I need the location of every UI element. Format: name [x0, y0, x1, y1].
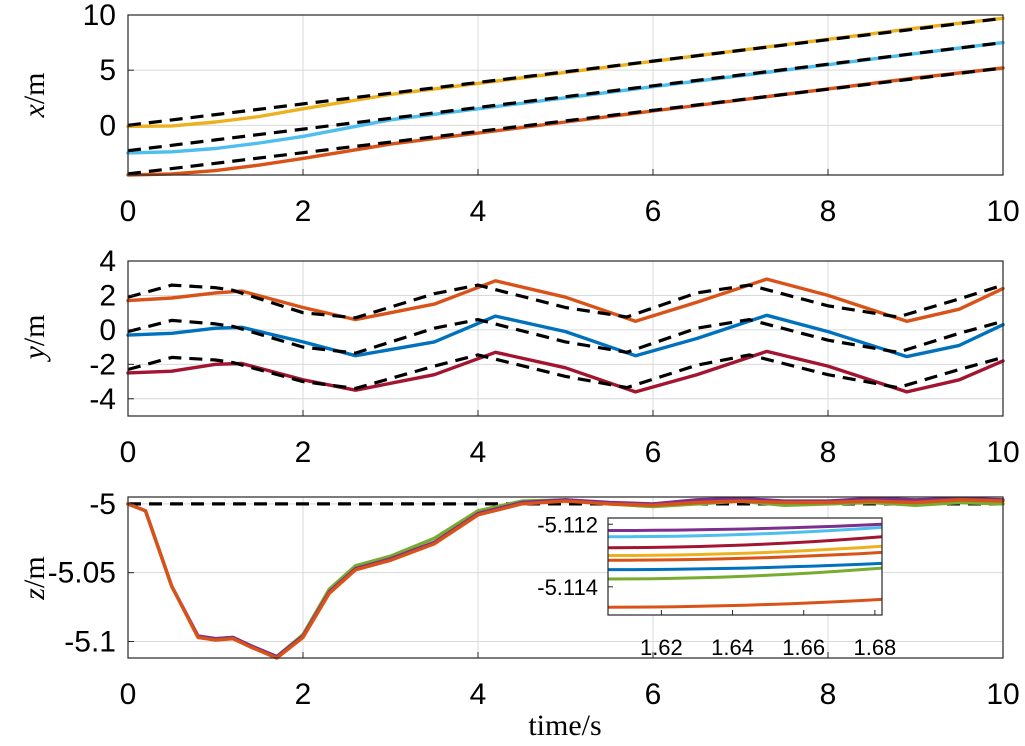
ytick-label: 10	[83, 0, 116, 32]
xtick-label: 0	[120, 678, 137, 711]
inset-series-line-7	[607, 597, 883, 609]
series-line-agent-1-ref	[127, 283, 1004, 320]
inset-series-line-1	[607, 525, 883, 539]
z-plot-frame	[127, 496, 1004, 659]
y-plot-frame	[127, 260, 1004, 417]
xtick-label: 8	[820, 436, 837, 469]
xtick-label: 4	[470, 678, 487, 711]
inset-series-line-2	[607, 535, 883, 550]
xtick-label: 10	[986, 195, 1019, 228]
inset-series-line-5	[608, 561, 883, 572]
inset-series-line-6	[607, 566, 883, 581]
inset-series	[607, 522, 883, 609]
series-line-agent-2-ref	[127, 318, 1004, 355]
ytick-label: 2	[99, 279, 116, 312]
z-plot-xticks: 0 2 4 6 8 10	[120, 652, 1020, 711]
series-line-agent-orange	[126, 498, 1005, 660]
z-position-plot: 0 2 4 6 8 10 -5.1 -5.05 -5 z/m time/s	[18, 488, 1020, 742]
inset-xticks: 1.62 1.64 1.66 1.68	[640, 610, 896, 660]
z-plot-series	[126, 496, 1005, 660]
y-plot-xticks: 0 2 4 6 8 10	[120, 410, 1020, 469]
y-plot-series	[126, 277, 1005, 394]
xtick-label: 0	[120, 195, 137, 228]
xtick-label: 8	[820, 195, 837, 228]
ytick-label: -5	[89, 488, 116, 521]
z-zoom-inset: 1.62 1.64 1.66 1.68 -5.112 -5.114	[537, 512, 896, 660]
xtick-label: 10	[986, 678, 1019, 711]
xtick-label: 4	[470, 436, 487, 469]
inset-xtick-label: 1.68	[853, 635, 896, 660]
inset-series-line-4	[608, 550, 883, 562]
xtick-label: 6	[645, 678, 662, 711]
ytick-label: -4	[89, 383, 116, 416]
xtick-label: 6	[645, 436, 662, 469]
ytick-label: 0	[99, 109, 116, 142]
inset-series-line-3	[608, 544, 883, 557]
inset-xtick-label: 1.62	[640, 635, 683, 660]
ytick-label: -2	[89, 348, 116, 381]
ytick-label: -5.05	[48, 557, 116, 590]
z-plot-yticks: -5.1 -5.05 -5	[48, 488, 134, 658]
xtick-label: 10	[986, 436, 1019, 469]
ytick-label: 5	[99, 54, 116, 87]
y-plot-ylabel: y/m	[18, 314, 51, 362]
inset-series-line-0	[608, 522, 883, 532]
ytick-label: 0	[99, 314, 116, 347]
inset-ytick-label: -5.114	[537, 575, 598, 600]
series-line-agent-2	[126, 313, 1005, 359]
series-line-agent-3-ref	[127, 353, 1004, 390]
xtick-label: 0	[120, 436, 137, 469]
x-plot-xticks: 0 2 4 6 8 10	[120, 169, 1020, 228]
z-plot-ylabel: z/m	[18, 556, 51, 600]
inset-yticks: -5.112 -5.114	[537, 512, 613, 600]
xtick-label: 8	[820, 678, 837, 711]
x-position-plot: 0 2 4 6 8 10 0 5 10 x/m	[18, 0, 1020, 228]
series-line-agent-1	[126, 277, 1005, 323]
z-plot-xlabel: time/s	[528, 709, 601, 742]
xtick-label: 4	[470, 195, 487, 228]
series-line-agent-3	[126, 349, 1005, 394]
inset-ytick-label: -5.112	[537, 512, 598, 537]
x-plot-series	[126, 16, 1005, 177]
x-plot-gridlines	[127, 14, 1004, 175]
x-plot-ylabel: x/m	[18, 72, 51, 118]
inset-frame	[607, 517, 883, 616]
ytick-label: 4	[99, 245, 116, 278]
xtick-label: 2	[295, 436, 312, 469]
x-plot-frame	[127, 14, 1004, 176]
series-line-agent-2	[126, 40, 1005, 155]
ytick-label: -5.1	[64, 625, 116, 658]
y-plot-gridlines	[127, 260, 1004, 416]
xtick-label: 2	[295, 678, 312, 711]
inset-xtick-label: 1.64	[711, 635, 754, 660]
xtick-label: 6	[645, 195, 662, 228]
xtick-label: 2	[295, 195, 312, 228]
inset-xtick-label: 1.66	[782, 635, 825, 660]
x-plot-yticks: 0 5 10	[83, 0, 134, 142]
